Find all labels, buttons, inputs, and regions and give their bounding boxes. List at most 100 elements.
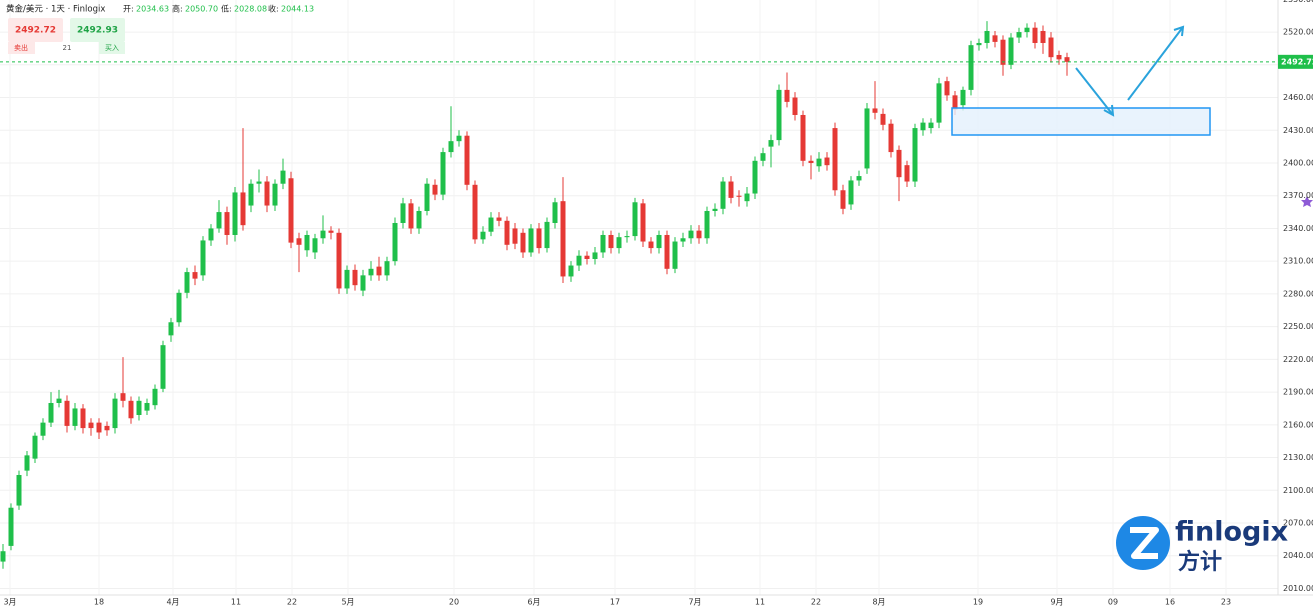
zone-rectangle [951, 107, 1211, 136]
y-tick-label: 2250.00 [1283, 322, 1313, 331]
x-tick-label: 22 [811, 598, 821, 607]
x-tick-label: 3月 [3, 598, 16, 607]
candle-body [112, 398, 118, 429]
candle-body [552, 202, 558, 223]
logo-sub: 方计 [1178, 549, 1222, 575]
sell-label[interactable]: 卖出 [14, 43, 28, 52]
candle-body [184, 272, 190, 293]
candle-body [1056, 54, 1062, 60]
y-tick-label: 2550.00 [1283, 0, 1313, 4]
candle-body [448, 141, 454, 153]
buy-box[interactable] [70, 18, 125, 42]
buy-label-box[interactable] [99, 42, 125, 54]
candle-body [96, 422, 102, 433]
candle-body [752, 160, 758, 194]
candle-body [776, 89, 782, 141]
candle-body [424, 183, 430, 211]
candle-body [832, 128, 838, 191]
candle-body [912, 128, 918, 182]
candle-body [816, 158, 822, 167]
arrows [1075, 25, 1185, 117]
candle-body [648, 241, 654, 249]
candle-body [808, 160, 814, 163]
y-tick-label: 2340.00 [1283, 224, 1313, 233]
candle-body [24, 455, 30, 471]
candle-body [464, 135, 470, 185]
x-tick-label: 11 [231, 598, 241, 607]
buy-price[interactable]: 2492.93 [77, 26, 118, 36]
candle-body [608, 234, 614, 249]
candle-body [592, 252, 598, 259]
buy-label[interactable]: 买入 [105, 44, 119, 52]
y-tick-label: 2190.00 [1283, 388, 1313, 397]
x-tick-label: 18 [94, 598, 104, 607]
x-tick-label: 5月 [341, 598, 354, 607]
candle-body [968, 45, 974, 90]
ohlc-readout: 开: 2034.63 高: 2050.70 低: 2028.08 收: 2044.13 [123, 4, 314, 14]
candle-body [904, 165, 910, 182]
candle-body [88, 422, 94, 429]
y-tick-label: 2160.00 [1283, 420, 1313, 429]
candle-body [224, 212, 230, 235]
candle-body [408, 203, 414, 229]
candle-body [344, 269, 350, 289]
candle-body [384, 261, 390, 276]
y-tick-label: 2070.00 [1283, 518, 1313, 527]
candle-body [488, 217, 494, 232]
candle-body [696, 230, 702, 239]
candle-body [472, 184, 478, 240]
last-price-tag [1278, 54, 1313, 69]
y-tick-label: 2040.00 [1283, 551, 1313, 560]
candle-body [880, 113, 886, 125]
x-tick-label: 4月 [166, 598, 179, 607]
last-price-label: 2492.72 [1281, 57, 1313, 66]
candle-body [1040, 30, 1046, 43]
candle-body [136, 400, 142, 415]
candle-body [368, 268, 374, 276]
x-tick-label: 7月 [688, 598, 701, 607]
candle-body [16, 474, 22, 506]
ohlc-value: 2044.13 [281, 5, 314, 14]
candle-body [536, 228, 542, 249]
candle-body [152, 388, 158, 406]
candle-body [744, 193, 750, 202]
candle-body [264, 181, 270, 206]
y-tick-label: 2130.00 [1283, 453, 1313, 462]
candle-body [72, 408, 78, 426]
alert-icon[interactable] [1301, 196, 1313, 207]
candle-body [1016, 32, 1022, 38]
arrow-head [1173, 25, 1185, 37]
candle-body [1008, 37, 1014, 65]
candle-body [976, 42, 982, 46]
candle-body [512, 228, 518, 244]
candle-body [144, 402, 150, 411]
candle-body [480, 231, 486, 240]
candle-body [304, 234, 310, 251]
candle-body [496, 217, 502, 221]
arrow-down [1075, 67, 1114, 116]
candle-body [128, 400, 134, 419]
sell-label-box[interactable] [8, 42, 35, 54]
candle-body [672, 241, 678, 269]
candle-body [704, 210, 710, 239]
candle-body [824, 157, 830, 166]
candle-body [520, 232, 526, 253]
candle-body [960, 89, 966, 106]
candle-body [280, 170, 286, 184]
sell-box[interactable] [8, 18, 63, 42]
candle-body [632, 202, 638, 237]
candle-body [872, 108, 878, 113]
candle-body [8, 507, 14, 546]
candle-body [272, 183, 278, 206]
candle-body [296, 238, 302, 245]
candle-body [1032, 27, 1038, 43]
sell-price[interactable]: 2492.72 [15, 26, 56, 36]
candle-body [232, 192, 238, 235]
x-tick-label: 19 [973, 598, 983, 607]
candle-body [456, 135, 462, 142]
candle-body [288, 178, 294, 243]
candle-body [640, 203, 646, 242]
candle-body [712, 208, 718, 211]
